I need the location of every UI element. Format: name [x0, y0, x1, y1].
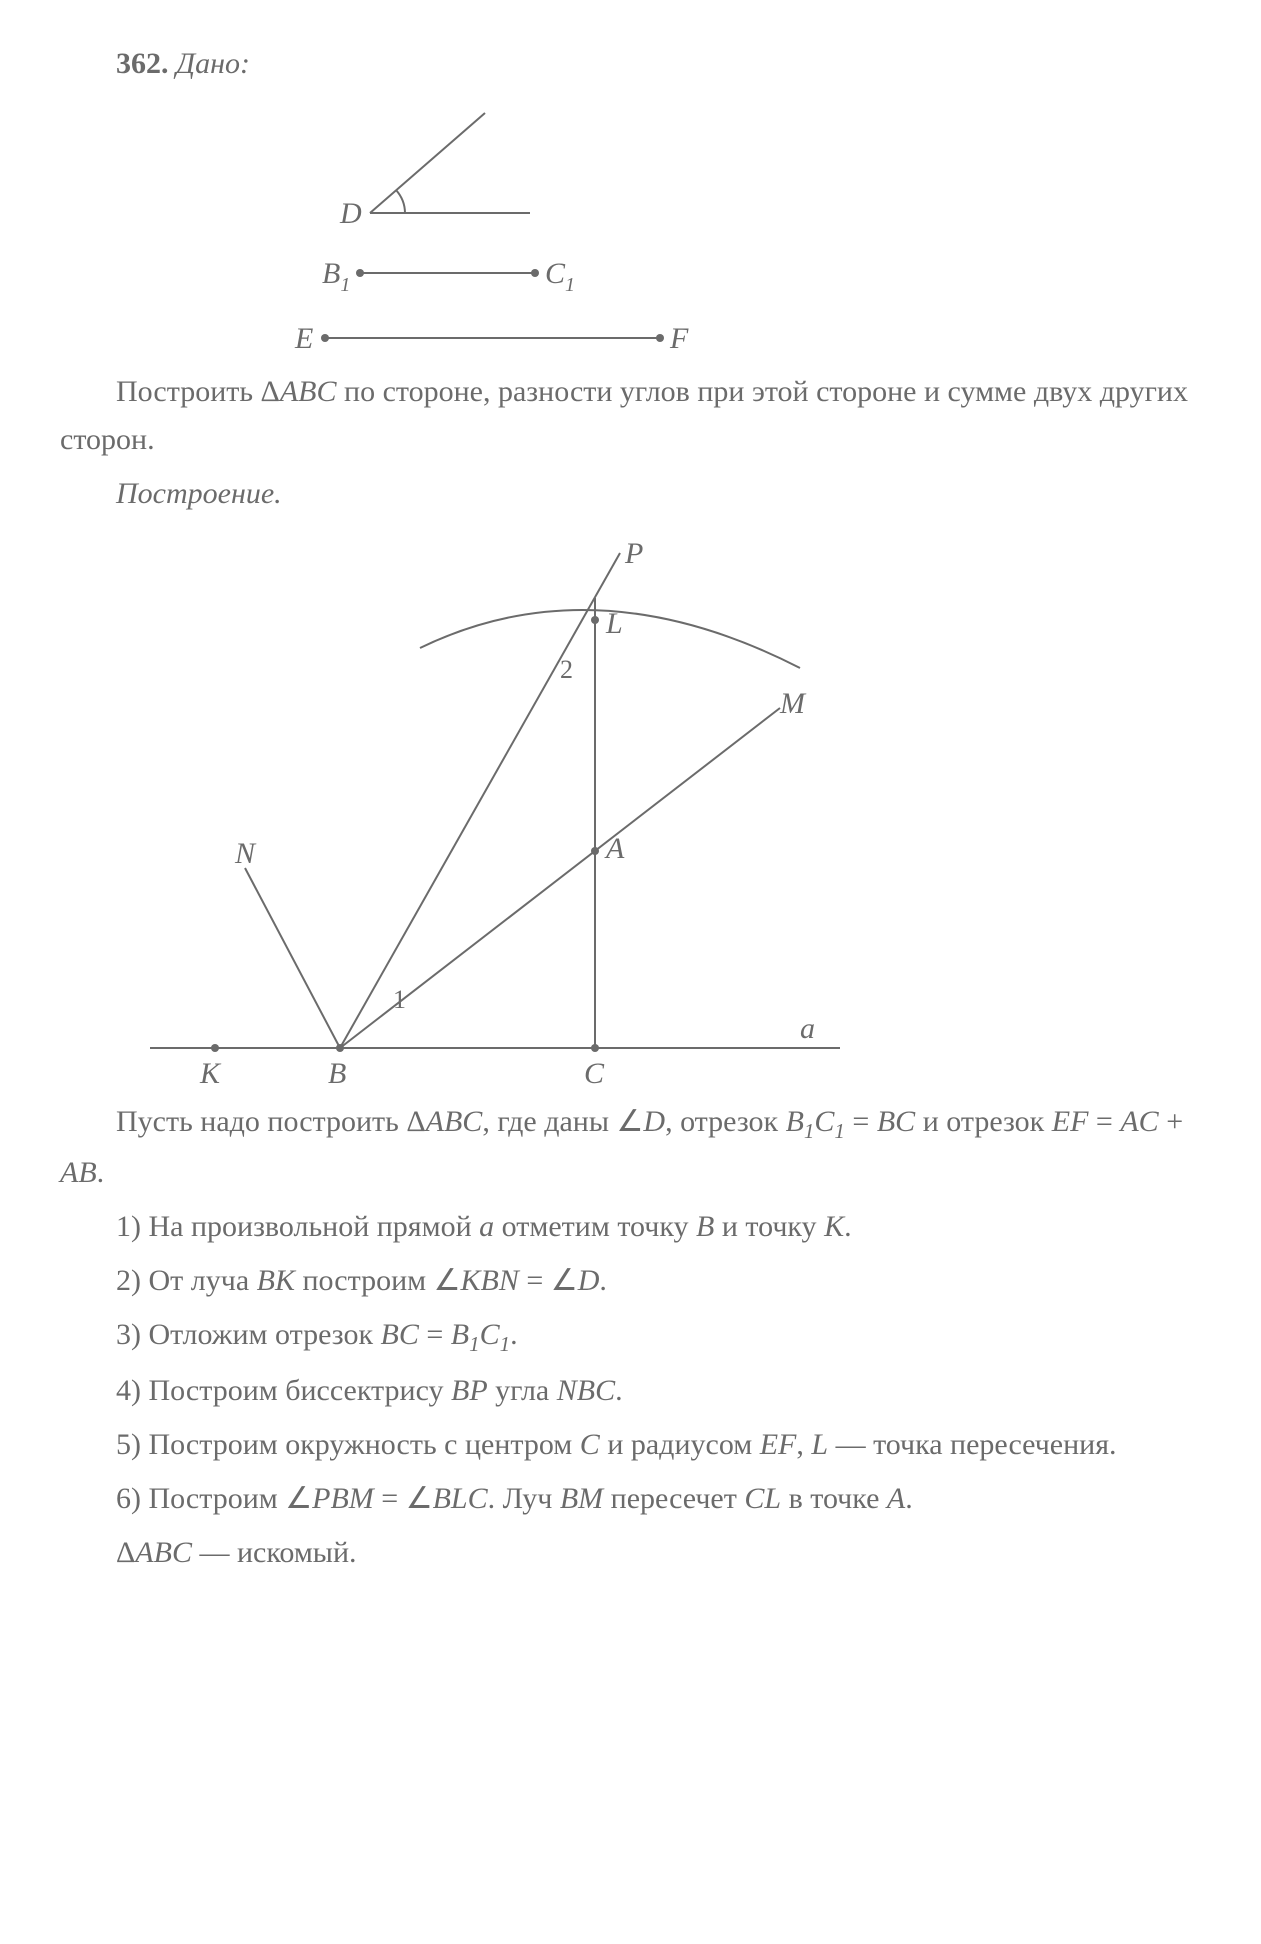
- a-point-label: A: [604, 832, 625, 865]
- c1-label: C1: [545, 257, 575, 296]
- step-6: 6) Построим ∠PBM = ∠BLC. Луч BM пересече…: [60, 1475, 1201, 1523]
- e-label: E: [294, 322, 313, 355]
- problem-header: 362. Дано:: [60, 40, 1201, 88]
- c-label: C: [584, 1057, 605, 1088]
- k-label: K: [199, 1057, 222, 1088]
- construction-label: Построение.: [60, 470, 1201, 518]
- problem-number: 362.: [116, 47, 169, 80]
- conclusion: ΔABC — искомый.: [60, 1529, 1201, 1577]
- step-3: 3) Отложим отрезок BC = B1C1.: [60, 1311, 1201, 1362]
- construction-diagram: K B C a N P L M A 1 2: [60, 528, 1201, 1088]
- p-label: P: [624, 537, 643, 570]
- f-label: F: [669, 322, 689, 355]
- given-diagram: D B1 C1 E F: [60, 98, 1201, 358]
- task-text: Построить ΔABC по стороне, разности угло…: [60, 368, 1201, 464]
- d-label: D: [339, 197, 362, 230]
- body-text-1: Пусть надо построить ΔABC, где даны ∠D, …: [60, 1098, 1201, 1197]
- angle1-label: 1: [393, 985, 406, 1014]
- step-1: 1) На произвольной прямой a отметим точк…: [60, 1203, 1201, 1251]
- step-2: 2) От луча BK построим ∠KBN = ∠D.: [60, 1257, 1201, 1305]
- given-label: Дано:: [176, 47, 250, 80]
- b-label: B: [328, 1057, 346, 1088]
- angle2-label: 2: [560, 655, 573, 684]
- step-4: 4) Построим биссектрису BP угла NBC.: [60, 1367, 1201, 1415]
- b1-label: B1: [322, 257, 350, 296]
- a-label: a: [800, 1012, 815, 1045]
- n-label: N: [234, 837, 257, 870]
- step-5: 5) Построим окружность с центром C и рад…: [60, 1421, 1201, 1469]
- m-label: M: [779, 687, 807, 720]
